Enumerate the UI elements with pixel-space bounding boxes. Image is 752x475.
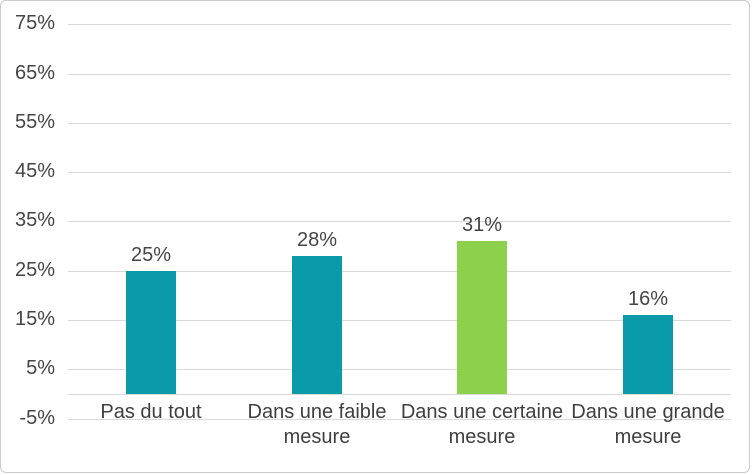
bar-3 bbox=[457, 241, 507, 394]
x-axis-line bbox=[68, 394, 731, 395]
y-axis-tick-label: 55% bbox=[14, 111, 55, 133]
x-axis-category-label: Dans une faible mesure bbox=[247, 401, 387, 448]
y-axis-tick-label: 65% bbox=[14, 62, 55, 84]
y-axis-tick-label: 25% bbox=[14, 259, 55, 281]
gridline bbox=[68, 74, 731, 75]
gridline bbox=[68, 123, 731, 124]
bar-data-label: 31% bbox=[461, 214, 503, 236]
y-axis-tick-label: 35% bbox=[14, 209, 55, 231]
x-axis-category-label: Dans une grande mesure bbox=[571, 401, 725, 448]
y-axis-tick-label: 15% bbox=[14, 308, 55, 330]
y-axis-tick-label: -5% bbox=[19, 407, 55, 429]
bar-data-label: 25% bbox=[130, 244, 172, 266]
gridline bbox=[68, 271, 731, 272]
gridline bbox=[68, 221, 731, 222]
y-axis-tick-label: 75% bbox=[14, 12, 55, 34]
x-axis-category-label: Dans une certaine mesure bbox=[400, 401, 564, 448]
bar-data-label: 28% bbox=[296, 229, 338, 251]
bar-2 bbox=[292, 256, 342, 394]
gridline bbox=[68, 419, 731, 420]
bar-1 bbox=[126, 271, 176, 394]
gridline bbox=[68, 24, 731, 25]
y-axis-tick-label: 45% bbox=[14, 160, 55, 182]
bar-data-label: 16% bbox=[627, 288, 669, 310]
gridline bbox=[68, 369, 731, 370]
gridline bbox=[68, 320, 731, 321]
bar-4 bbox=[623, 315, 673, 394]
gridline bbox=[68, 172, 731, 173]
y-axis-tick-label: 5% bbox=[26, 357, 55, 379]
x-axis-category-label: Pas du tout bbox=[100, 401, 202, 423]
